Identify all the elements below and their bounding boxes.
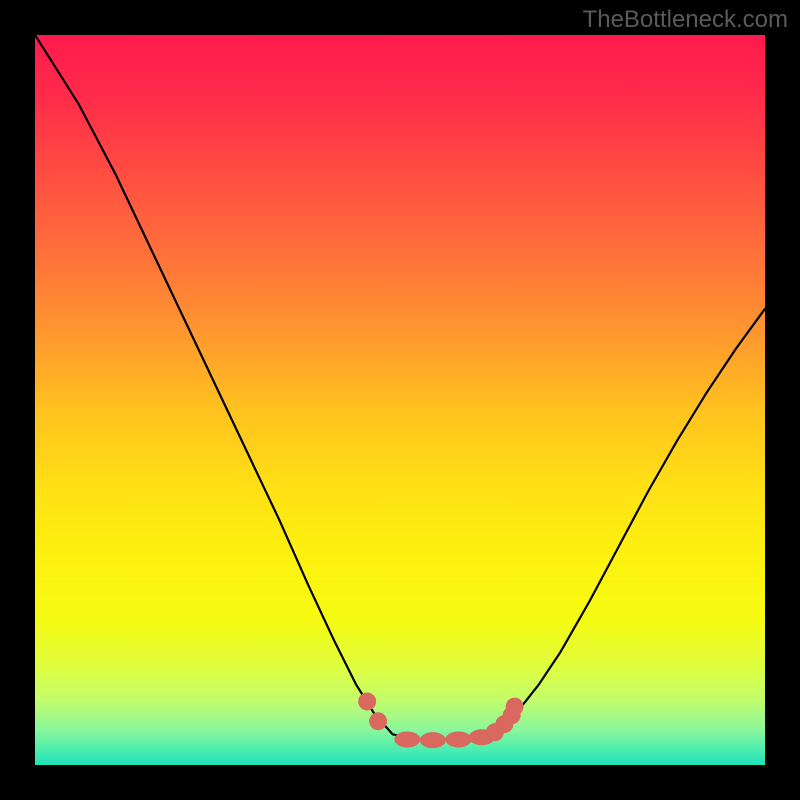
watermark-text: TheBottleneck.com: [583, 6, 788, 34]
curve-markers: [358, 692, 523, 748]
plot-area: [35, 35, 765, 765]
chart-container: TheBottleneck.com: [0, 0, 800, 800]
bottleneck-curve: [35, 35, 765, 739]
curve-layer: [35, 35, 765, 765]
